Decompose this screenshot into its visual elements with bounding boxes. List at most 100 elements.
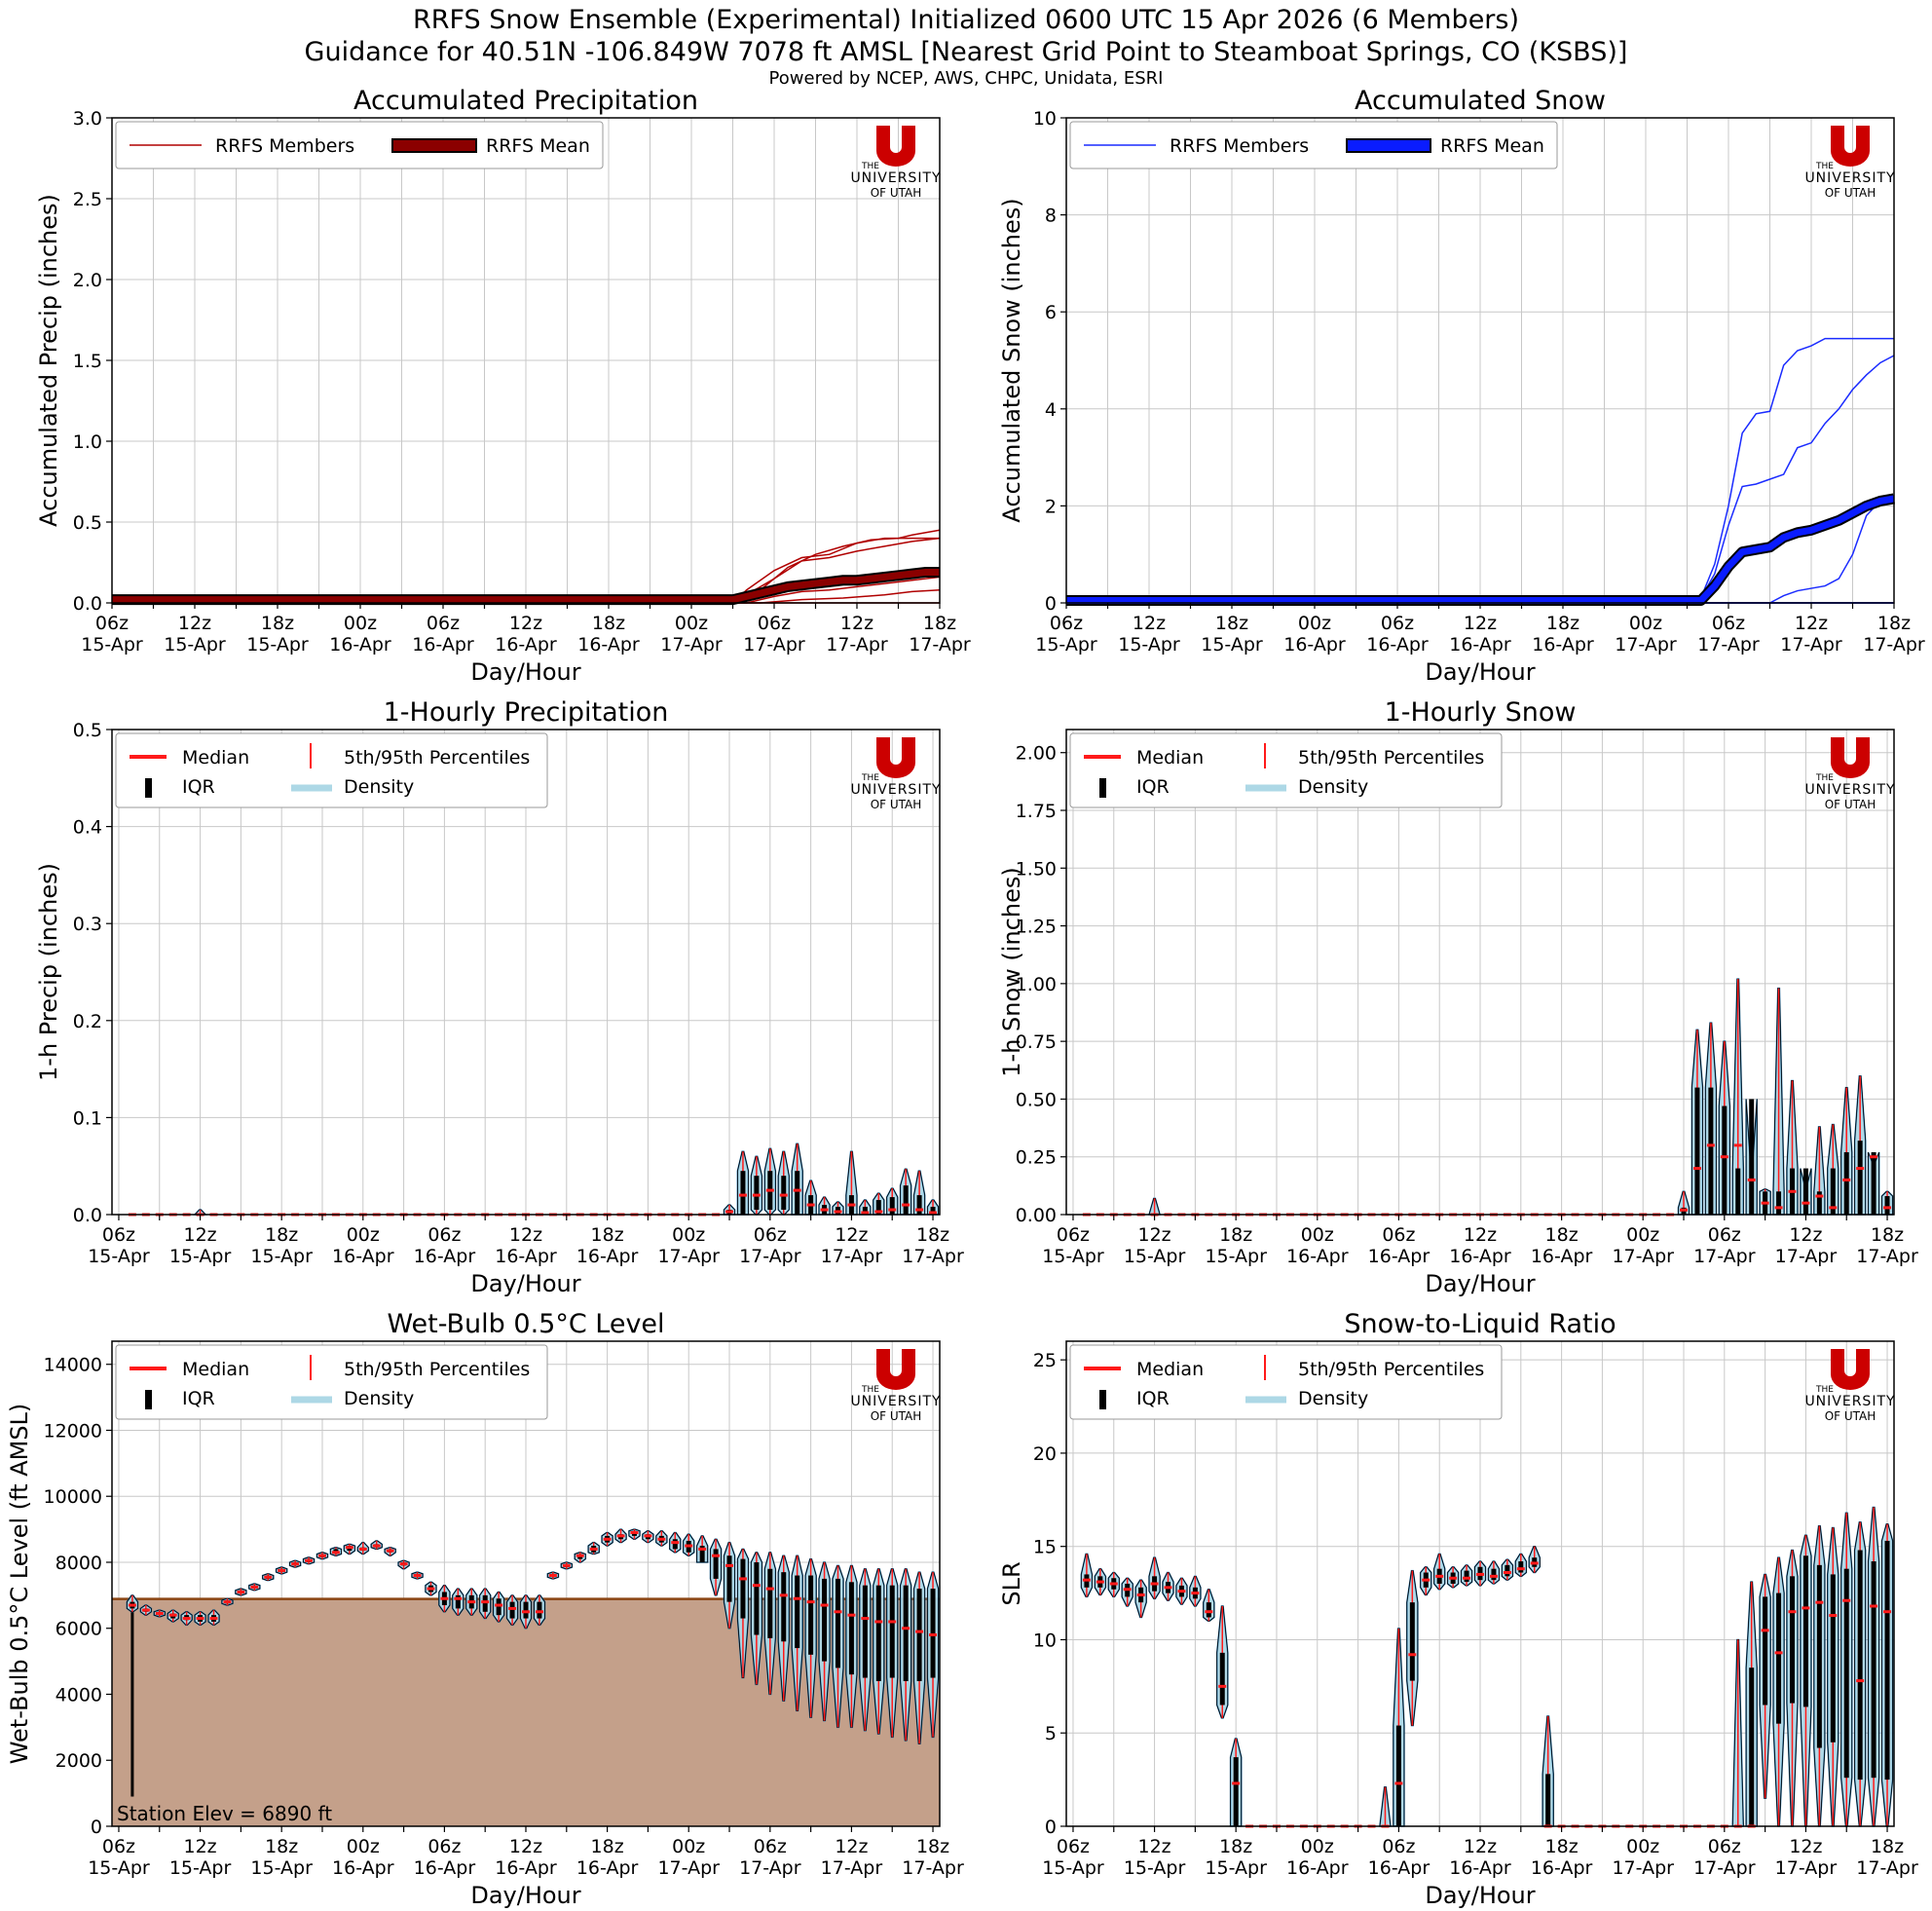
x-tick-label-hour: 06z	[1057, 1224, 1090, 1246]
x-tick-label-hour: 06z	[754, 1224, 787, 1246]
violin-h41	[668, 1531, 682, 1554]
x-tick-label-hour: 12z	[1464, 1836, 1497, 1857]
logo-the: THE	[1815, 1385, 1834, 1395]
x-tick-label-hour: 18z	[923, 613, 956, 634]
x-tick-label-day: 15-Apr	[1205, 1246, 1267, 1267]
x-tick-label-day: 16-Apr	[1286, 1857, 1349, 1879]
x-tick-label-hour: 06z	[758, 613, 791, 634]
x-tick-label-hour: 18z	[916, 1836, 949, 1857]
violin-outline	[1772, 1556, 1785, 1827]
y-tick-label: 0.0	[73, 593, 102, 615]
violin-h27	[478, 1588, 492, 1620]
panel-title: Wet-Bulb 0.5°C Level	[387, 1309, 664, 1339]
x-tick-label-day: 16-Apr	[1449, 634, 1511, 656]
x-tick-label-day: 15-Apr	[250, 1857, 313, 1879]
logo-the: THE	[861, 773, 879, 783]
violin-outline	[1189, 1575, 1202, 1607]
x-tick-label-day: 16-Apr	[1368, 1246, 1430, 1267]
violin-h11	[1215, 1605, 1229, 1719]
violin-outline	[750, 1155, 762, 1216]
y-tick-label: 0.25	[1016, 1147, 1057, 1169]
title-line-1: RRFS Snow Ensemble (Experimental) Initia…	[412, 5, 1520, 35]
y-tick-label: 25	[1033, 1350, 1057, 1371]
violin-h29	[1460, 1564, 1473, 1587]
legend-percentiles-label: 5th/95th Percentiles	[344, 1359, 530, 1380]
panel-title: Accumulated Precipitation	[353, 86, 698, 116]
violin-outline	[763, 1552, 776, 1695]
violin-outline	[479, 1588, 492, 1619]
iqr-box	[795, 1575, 800, 1649]
violin-h33	[560, 1561, 574, 1570]
y-axis-label: 1-h Precip (inches)	[35, 863, 62, 1081]
iqr-box	[1857, 1141, 1863, 1215]
iqr-box	[726, 1555, 732, 1602]
legend-members-label: RRFS Members	[215, 135, 354, 157]
panel-title: Snow-to-Liquid Ratio	[1344, 1309, 1616, 1339]
x-tick-label-hour: 18z	[916, 1224, 949, 1246]
iqr-box	[1708, 1087, 1714, 1215]
violin-h19	[370, 1540, 384, 1551]
x-tick-label-hour: 06z	[1708, 1224, 1741, 1246]
legend-percentiles-label: 5th/95th Percentiles	[344, 747, 530, 768]
violin-h45	[723, 1541, 736, 1630]
figure-title: RRFS Snow Ensemble (Experimental) Initia…	[0, 4, 1932, 90]
x-tick-label-day: 15-Apr	[169, 1246, 232, 1267]
iqr-box	[1749, 1099, 1755, 1215]
violin-h36	[601, 1531, 613, 1547]
utah-u-icon	[1831, 1349, 1870, 1390]
legend-iqr-swatch	[1099, 778, 1106, 798]
x-tick-label-hour: 06z	[102, 1836, 135, 1857]
violin-outline	[235, 1588, 247, 1596]
x-tick-label-hour: 12z	[835, 1836, 868, 1857]
violin-h25	[1406, 1569, 1419, 1727]
iqr-box	[808, 1575, 814, 1655]
violin-h45	[1677, 1190, 1690, 1216]
logo-the: THE	[1815, 162, 1834, 171]
x-tick-label-day: 16-Apr	[1532, 634, 1594, 656]
violin-h13	[288, 1559, 302, 1568]
x-tick-label-hour: 12z	[509, 1836, 542, 1857]
violin-h46	[736, 1150, 750, 1216]
violin-h49	[777, 1150, 791, 1216]
violin-h52	[1772, 1556, 1785, 1827]
y-tick-label: 4	[1045, 399, 1057, 421]
violin-h21	[397, 1559, 410, 1570]
violin-h60	[1880, 1522, 1894, 1827]
panel-acc_snow: 024681006z15-Apr12z15-Apr18z15-Apr00z16-…	[998, 86, 1925, 686]
violin-outline	[276, 1566, 288, 1575]
member-line-4	[112, 576, 941, 604]
y-tick-label: 0.4	[73, 817, 102, 839]
violin-outline	[655, 1530, 668, 1547]
x-tick-label-day: 16-Apr	[1449, 1246, 1511, 1267]
violin-h56	[872, 1568, 885, 1735]
violin-h3	[1107, 1571, 1121, 1598]
y-tick-label: 0.0	[73, 1205, 102, 1226]
iqr-box	[1233, 1757, 1239, 1826]
x-tick-label-day: 17-Apr	[739, 1246, 801, 1267]
logo-of-utah: OF UTAH	[1825, 186, 1876, 200]
x-tick-label-hour: 06z	[754, 1836, 787, 1857]
violin-outline	[506, 1594, 519, 1626]
iqr-box	[1694, 1087, 1700, 1215]
violin-h39	[642, 1530, 654, 1544]
iqr-box	[1518, 1561, 1524, 1573]
iqr-box	[740, 1171, 746, 1215]
violin-outline	[1175, 1577, 1188, 1605]
member-line-1	[1065, 337, 1894, 604]
x-tick-label-hour: 00z	[347, 1224, 380, 1246]
x-tick-label-hour: 18z	[1871, 1224, 1904, 1246]
violin-h60	[1880, 1190, 1894, 1216]
iqr-box	[1857, 1550, 1863, 1780]
legend-iqr-swatch	[145, 778, 152, 798]
violin-h47	[750, 1552, 763, 1686]
y-tick-label: 10	[1033, 1630, 1057, 1651]
y-axis-label: Accumulated Precip (inches)	[35, 194, 62, 527]
logo-university: UNIVERSITY	[1804, 782, 1895, 798]
x-tick-label-hour: 18z	[1215, 613, 1248, 634]
iqr-box	[455, 1594, 461, 1609]
violin-h49	[777, 1555, 791, 1703]
y-tick-label: 1.5	[73, 351, 102, 372]
legend: Median 5th/95th Percentiles IQR Density	[1069, 1344, 1503, 1420]
violin-h6	[194, 1611, 206, 1627]
utah-u-icon	[876, 737, 915, 778]
